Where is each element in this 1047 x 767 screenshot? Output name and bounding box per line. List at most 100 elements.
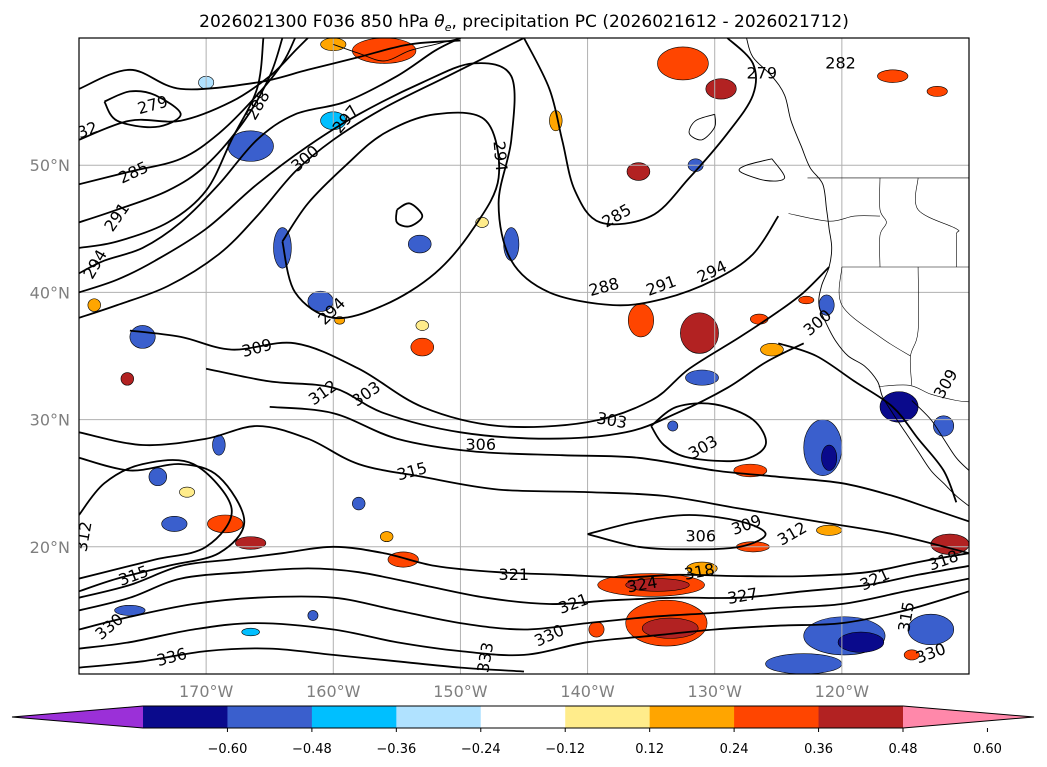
figure-title: 2026021300 F036 850 hPa θe, precipitatio… xyxy=(199,12,849,34)
longitude-label: 120°W xyxy=(815,682,870,701)
precip-area xyxy=(926,86,948,97)
precip-area xyxy=(273,227,292,269)
precip-area xyxy=(212,434,226,456)
contour-label: 312 xyxy=(72,520,96,553)
theta-e-contour xyxy=(103,90,182,129)
theta-e-contour xyxy=(79,38,265,249)
coastline xyxy=(746,38,969,507)
theta-e-contour xyxy=(778,342,958,503)
precip-area xyxy=(352,496,366,511)
theta-e-contour xyxy=(79,647,525,673)
political-border xyxy=(909,266,919,386)
precip-area xyxy=(407,234,432,254)
colorbar-tick-label: −0.48 xyxy=(292,742,332,757)
precip-area xyxy=(307,610,319,621)
theta-e-contour xyxy=(79,456,246,593)
colorbar-segment xyxy=(818,706,904,728)
precip-area xyxy=(129,325,156,349)
colorbar-tick-label: 0.60 xyxy=(973,742,1002,757)
precip-area xyxy=(161,515,188,532)
precip-area xyxy=(657,46,709,81)
longitude-label: 170°W xyxy=(179,682,234,701)
longitude-label: 130°W xyxy=(688,682,743,701)
theta-e-contour xyxy=(79,425,969,555)
theta-e-contour xyxy=(269,406,969,523)
precip-area xyxy=(588,621,605,638)
colorbar-tick-label: 0.24 xyxy=(720,742,749,757)
colorbar-tick-label: 0.48 xyxy=(889,742,918,757)
precip-area xyxy=(625,578,690,592)
theta-e-contour xyxy=(129,266,830,428)
colorbar-segment xyxy=(734,706,820,728)
colorbar-tick-label: −0.60 xyxy=(208,742,248,757)
theta-e-contour xyxy=(79,38,461,275)
precip-area xyxy=(410,337,435,357)
precip-area xyxy=(380,531,394,543)
colorbar-extend-low xyxy=(12,706,143,728)
latitude-tick-labels: 20°N 30°N 40°N 50°N xyxy=(30,156,70,557)
theta-e-contours xyxy=(79,38,969,673)
precip-area xyxy=(821,444,838,471)
political-border xyxy=(788,213,881,222)
theta-e-contour xyxy=(79,565,969,612)
colorbar-tick-label: 0.12 xyxy=(635,742,664,757)
colorbar-segment xyxy=(227,706,313,728)
longitude-label: 150°W xyxy=(433,682,488,701)
precip-area xyxy=(798,295,815,305)
theta-e-contour xyxy=(395,202,424,228)
contour-label: 282 xyxy=(825,53,856,72)
precip-area xyxy=(685,369,719,386)
precip-area xyxy=(235,536,267,550)
precip-area xyxy=(241,627,260,637)
precip-area xyxy=(765,653,843,674)
colorbar: −0.60 −0.48 −0.36 −0.24 −0.12 0.12 0.24 0.36 0.4… xyxy=(11,705,1035,757)
theta-e-contour xyxy=(205,342,805,440)
theta-e-contour xyxy=(587,514,767,551)
theta-e-contour xyxy=(79,590,969,657)
precip-area xyxy=(907,613,955,646)
coastline xyxy=(688,113,717,141)
precip-area xyxy=(179,486,195,498)
precip-area xyxy=(148,467,168,487)
precip-area xyxy=(114,605,146,616)
precip-area xyxy=(803,419,843,476)
precip-area xyxy=(87,298,101,312)
colorbar-segment xyxy=(396,706,482,728)
precip-area xyxy=(641,617,699,639)
contour-label: 279 xyxy=(746,64,777,83)
precip-area xyxy=(207,514,244,534)
coastlines xyxy=(333,38,969,507)
colorbar-outline xyxy=(11,705,1035,729)
theta-e-contour xyxy=(523,38,757,226)
coastline xyxy=(738,158,786,182)
precip-area xyxy=(930,533,969,555)
colorbar-segment xyxy=(565,706,651,728)
coastline xyxy=(911,400,969,471)
theta-e-contour xyxy=(79,545,969,599)
gridlines xyxy=(79,38,969,674)
precip-area xyxy=(750,313,769,325)
political-border xyxy=(915,177,960,267)
colorbar-segment xyxy=(143,706,228,728)
latitude-label: 40°N xyxy=(30,283,70,302)
precip-area xyxy=(503,227,520,261)
precip-area xyxy=(680,312,719,354)
longitude-label: 160°W xyxy=(306,682,361,701)
latitude-label: 30°N xyxy=(30,411,70,430)
coastline xyxy=(333,38,461,62)
map-frame xyxy=(78,37,970,675)
political-border xyxy=(879,177,887,268)
colorbar-tick-label: 0.36 xyxy=(804,742,833,757)
precip-area xyxy=(626,162,651,181)
latitude-label: 20°N xyxy=(30,538,70,557)
colorbar-extend-high xyxy=(903,706,1034,728)
precip-area xyxy=(877,69,909,83)
precip-area xyxy=(837,631,885,653)
colorbar-segment xyxy=(480,706,566,728)
longitude-tick-labels: 170°W 160°W 150°W 140°W 130°W 120°W xyxy=(179,682,869,701)
contour-label: 294 xyxy=(490,140,512,172)
precip-area xyxy=(627,303,654,338)
theta-e-contour xyxy=(79,38,296,186)
